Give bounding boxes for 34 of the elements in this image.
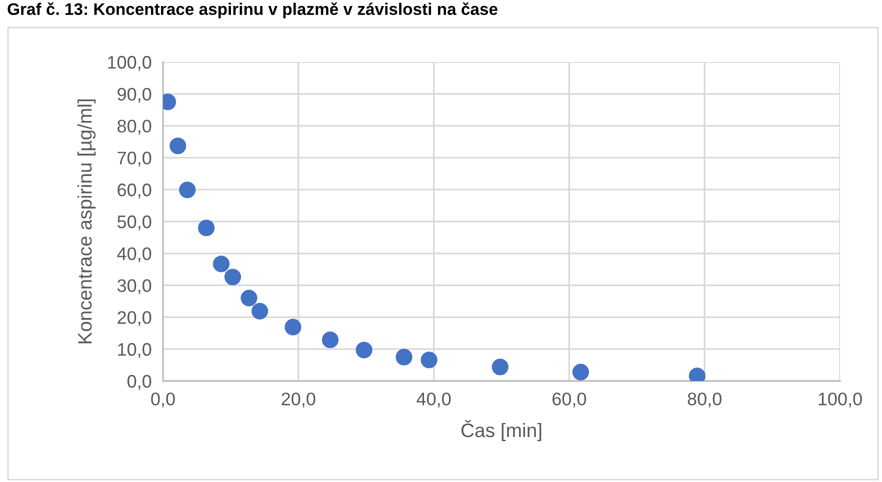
point bbox=[212, 256, 230, 272]
point bbox=[224, 268, 242, 286]
y-tick-label: 60,0 bbox=[118, 184, 152, 198]
point bbox=[170, 138, 186, 154]
point bbox=[322, 332, 339, 348]
chart-title: Graf č. 13: Koncentrace aspirinu v plazmě v závislosti na čase bbox=[8, 2, 498, 18]
y-tick-label: 80,0 bbox=[118, 120, 152, 135]
x-tick-label: 100,0 bbox=[818, 392, 862, 408]
x-tick-label: 60,0 bbox=[552, 392, 586, 408]
x-tick-label: 20,0 bbox=[282, 392, 316, 408]
point bbox=[396, 348, 412, 366]
y-axis-title: Koncentrace aspirinu [µg/ml] bbox=[77, 99, 96, 344]
point bbox=[240, 290, 258, 306]
point bbox=[420, 352, 438, 368]
point bbox=[356, 342, 372, 358]
y-tick-label: 40,0 bbox=[117, 247, 152, 262]
y-tick-label: 70,0 bbox=[118, 152, 152, 167]
x-tick-label: 0,0 bbox=[151, 392, 175, 408]
x-tick-label: 40,0 bbox=[416, 392, 451, 408]
x-tick-label: 80,0 bbox=[688, 392, 722, 408]
y-tick-label: 50,0 bbox=[117, 215, 152, 230]
y-tick-label: 10,0 bbox=[118, 343, 152, 358]
y-tick-label: 20,0 bbox=[118, 311, 152, 326]
y-tick-label: 30,0 bbox=[117, 279, 152, 294]
y-tick-label: 90,0 bbox=[118, 88, 152, 103]
point bbox=[198, 220, 215, 236]
point bbox=[179, 182, 196, 198]
point bbox=[492, 358, 508, 376]
point bbox=[252, 302, 268, 320]
y-tick-label: 100,0 bbox=[108, 56, 152, 71]
point bbox=[572, 364, 590, 380]
point bbox=[284, 318, 302, 336]
y-tick-label: 0,0 bbox=[127, 374, 152, 390]
x-axis-title: Čas [min] bbox=[461, 420, 542, 442]
